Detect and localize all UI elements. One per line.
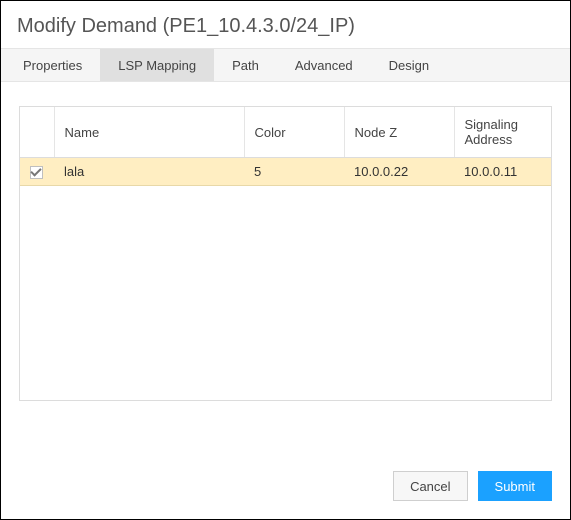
cell-name: lala (54, 158, 244, 186)
row-checkbox-icon[interactable] (30, 166, 43, 179)
cell-nodez: 10.0.0.22 (344, 158, 454, 186)
submit-button[interactable]: Submit (478, 471, 552, 501)
column-header-signaling[interactable]: Signaling Address (454, 107, 551, 158)
content-panel: Name Color Node Z Signaling Address lala… (1, 82, 570, 411)
tab-design[interactable]: Design (371, 49, 447, 81)
tab-path[interactable]: Path (214, 49, 277, 81)
table-header-row: Name Color Node Z Signaling Address (20, 107, 551, 158)
table-row[interactable]: lala 5 10.0.0.22 10.0.0.11 (20, 158, 551, 186)
lsp-mapping-table: Name Color Node Z Signaling Address lala… (20, 107, 551, 186)
cell-color: 5 (244, 158, 344, 186)
cell-checkbox[interactable] (20, 158, 54, 186)
tab-lsp-mapping[interactable]: LSP Mapping (100, 49, 214, 81)
tab-bar: Properties LSP Mapping Path Advanced Des… (1, 48, 570, 82)
cell-signaling: 10.0.0.11 (454, 158, 551, 186)
cancel-button[interactable]: Cancel (393, 471, 467, 501)
column-header-check[interactable] (20, 107, 54, 158)
dialog-title: Modify Demand (PE1_10.4.3.0/24_IP) (1, 1, 570, 48)
tab-advanced[interactable]: Advanced (277, 49, 371, 81)
column-header-nodez[interactable]: Node Z (344, 107, 454, 158)
column-header-name[interactable]: Name (54, 107, 244, 158)
lsp-mapping-table-container: Name Color Node Z Signaling Address lala… (19, 106, 552, 401)
dialog-footer: Cancel Submit (393, 471, 552, 501)
column-header-color[interactable]: Color (244, 107, 344, 158)
tab-properties[interactable]: Properties (5, 49, 100, 81)
